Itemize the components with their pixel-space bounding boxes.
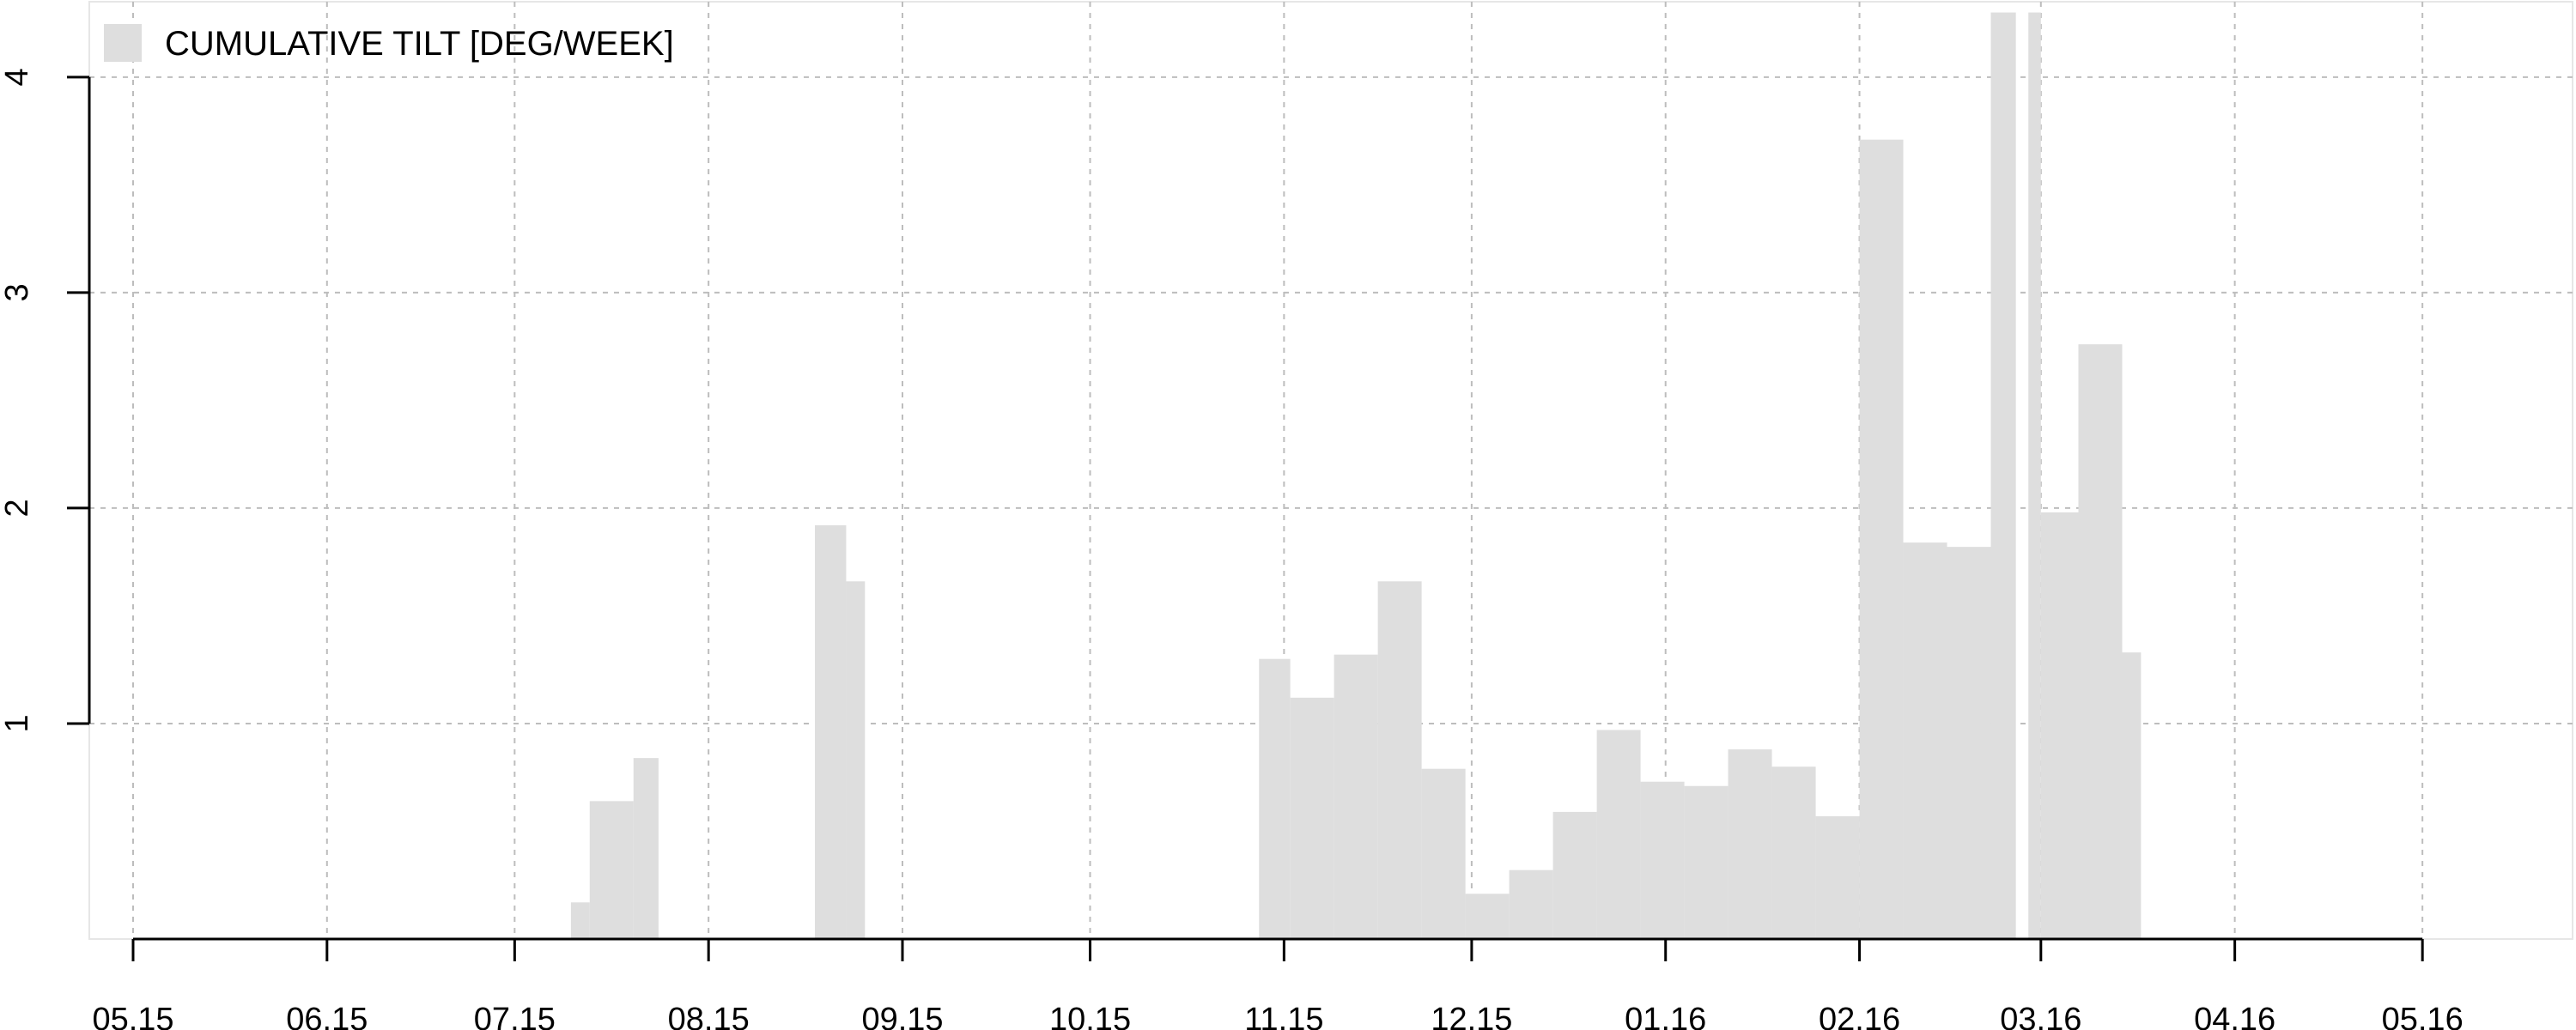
bar — [1771, 766, 1816, 939]
x-tick-label: 07.15 — [474, 1002, 556, 1030]
bar — [1640, 781, 1685, 939]
bar — [633, 758, 659, 939]
y-tick-label: 4 — [0, 68, 35, 86]
bar — [1903, 542, 1947, 939]
y-tick-label: 3 — [0, 283, 35, 301]
bar — [570, 902, 590, 939]
x-tick-label: 11.15 — [1244, 1002, 1323, 1030]
bar — [1728, 749, 1772, 939]
x-tick-label: 02.16 — [1819, 1002, 1900, 1030]
legend: CUMULATIVE TILT [DEG/WEEK] — [104, 24, 674, 63]
x-tick-label: 10.15 — [1049, 1002, 1131, 1030]
x-tick-label: 05.16 — [2382, 1002, 2464, 1030]
bar — [1815, 815, 1860, 939]
bar — [846, 581, 866, 939]
bar — [1334, 654, 1378, 939]
bar — [2078, 344, 2123, 939]
bar — [1290, 697, 1334, 939]
bar — [815, 525, 847, 939]
bar — [1259, 658, 1291, 939]
axes: 05.15 06.15 07.15 08.15 09.15 10.15 11.15 12.15… — [0, 68, 2464, 1030]
bar — [1684, 785, 1728, 939]
bar — [1990, 12, 2016, 939]
legend-label: CUMULATIVE TILT [DEG/WEEK] — [165, 25, 674, 63]
x-tick-label: 08.15 — [668, 1002, 750, 1030]
bar — [1377, 581, 1422, 939]
bar — [1596, 730, 1641, 939]
bar — [1947, 547, 1991, 939]
bar — [589, 801, 634, 939]
bar — [1509, 869, 1553, 939]
legend-swatch — [104, 24, 142, 62]
x-tick-label: 03.16 — [2000, 1002, 2081, 1030]
bar — [1859, 139, 1904, 940]
x-tick-label: 01.16 — [1625, 1002, 1706, 1030]
y-tick-label: 2 — [0, 499, 35, 517]
bar — [1421, 768, 1466, 939]
bar — [2122, 652, 2142, 939]
y-tick-label: 1 — [0, 714, 35, 732]
bar — [2028, 12, 2041, 939]
bar — [1552, 811, 1597, 939]
bars — [570, 12, 2142, 940]
bar — [2040, 512, 2079, 939]
x-tick-label: 12.15 — [1431, 1002, 1512, 1030]
x-tick-label: 09.15 — [861, 1002, 943, 1030]
x-tick-label: 05.15 — [92, 1002, 173, 1030]
x-tick-label: 06.15 — [286, 1002, 368, 1030]
bar — [1465, 894, 1510, 939]
x-tick-label: 04.16 — [2194, 1002, 2275, 1030]
